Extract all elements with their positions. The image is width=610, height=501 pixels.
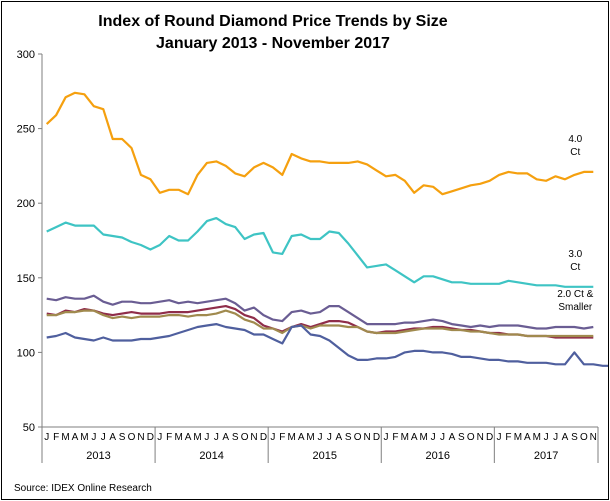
month-tick-label: M [80,432,88,443]
month-tick-label: M [401,432,409,443]
y-tick-label: 150 [17,273,35,285]
month-tick-label: N [137,432,144,443]
month-tick-label: N [590,432,597,443]
month-tick-label: M [533,432,541,443]
month-tick-label: F [279,432,285,443]
month-tick-label: J [101,432,106,443]
month-tick-label: J [157,432,162,443]
series-line-3 [46,294,594,330]
month-tick-label: O [580,432,588,443]
y-tick-label: 100 [17,347,35,359]
month-tick-label: J [91,432,96,443]
month-tick-label: S [119,432,126,443]
series-lines [45,91,608,367]
month-tick-label: A [109,432,116,443]
month-tick-label: J [214,432,219,443]
month-tick-label: A [72,432,79,443]
month-tick-label: M [61,432,69,443]
month-tick-label: M [193,432,201,443]
month-tick-label: D [260,432,267,443]
year-label: 2016 [426,450,450,462]
month-tick-label: F [53,432,59,443]
month-tick-label: F [392,432,398,443]
year-label: 2017 [534,450,558,462]
month-tick-label: O [128,432,136,443]
month-tick-label: M [514,432,522,443]
source-note: Source: IDEX Online Research [14,483,152,494]
month-tick-label: D [486,432,493,443]
chart-subtitle: January 2013 - November 2017 [156,35,390,52]
series-line-6 [46,323,608,367]
month-tick-label: J [440,432,445,443]
month-tick-label: M [288,432,296,443]
month-tick-label: F [166,432,172,443]
month-tick-label: S [232,432,239,443]
series-label-2: 3.0 [568,249,582,260]
month-tick-label: N [250,432,257,443]
month-tick-label: M [306,432,314,443]
year-label: 2013 [86,450,110,462]
month-tick-label: J [383,432,388,443]
series-line-5 [46,309,594,338]
month-tick-label: S [571,432,578,443]
series-label-1: 4.0 [568,134,582,145]
month-tick-label: A [336,432,343,443]
month-tick-label: M [419,432,427,443]
month-tick-label: S [458,432,465,443]
y-tick-label: 200 [17,198,35,210]
series-line-1 [45,91,594,196]
month-tick-label: J [318,432,323,443]
y-axis-ticks: 50 100 150 200 250 300 [17,49,42,434]
series-line-2 [46,217,594,288]
month-tick-label: N [477,432,484,443]
year-label: 2015 [312,450,336,462]
month-tick-label: S [345,432,352,443]
month-tick-label: J [553,432,558,443]
month-tick-label: J [544,432,549,443]
month-tick-label: M [174,432,182,443]
month-tick-label: F [505,432,511,443]
month-tick-label: O [241,432,249,443]
chart-title: Index of Round Diamond Price Trends by S… [98,13,447,30]
month-tick-label: J [204,432,209,443]
month-tick-label: A [449,432,456,443]
month-tick-label: J [44,432,49,443]
series-label-3: Smaller [558,302,593,313]
series-label-3: 2.0 Ct & [557,289,593,300]
axes [41,54,598,428]
month-tick-label: A [562,432,569,443]
series-labels: 4.0 Ct 3.0 Ct 2.0 Ct & Smaller [557,134,593,313]
month-tick-label: N [364,432,371,443]
month-tick-label: J [270,432,275,443]
month-tick-label: J [431,432,436,443]
month-tick-label: A [222,432,229,443]
month-tick-label: A [524,432,531,443]
y-tick-label: 250 [17,124,35,136]
y-tick-label: 50 [23,422,35,434]
month-tick-label: J [497,432,502,443]
series-label-2: Ct [570,262,580,273]
year-label: 2014 [199,450,223,462]
month-tick-label: A [411,432,418,443]
series-label-1: Ct [570,147,580,158]
y-tick-label: 300 [17,49,35,61]
month-tick-label: A [298,432,305,443]
month-tick-label: J [327,432,332,443]
month-tick-label: O [354,432,362,443]
month-tick-label: D [373,432,380,443]
month-tick-label: A [185,432,192,443]
month-tick-label: D [147,432,154,443]
month-tick-label: O [467,432,475,443]
